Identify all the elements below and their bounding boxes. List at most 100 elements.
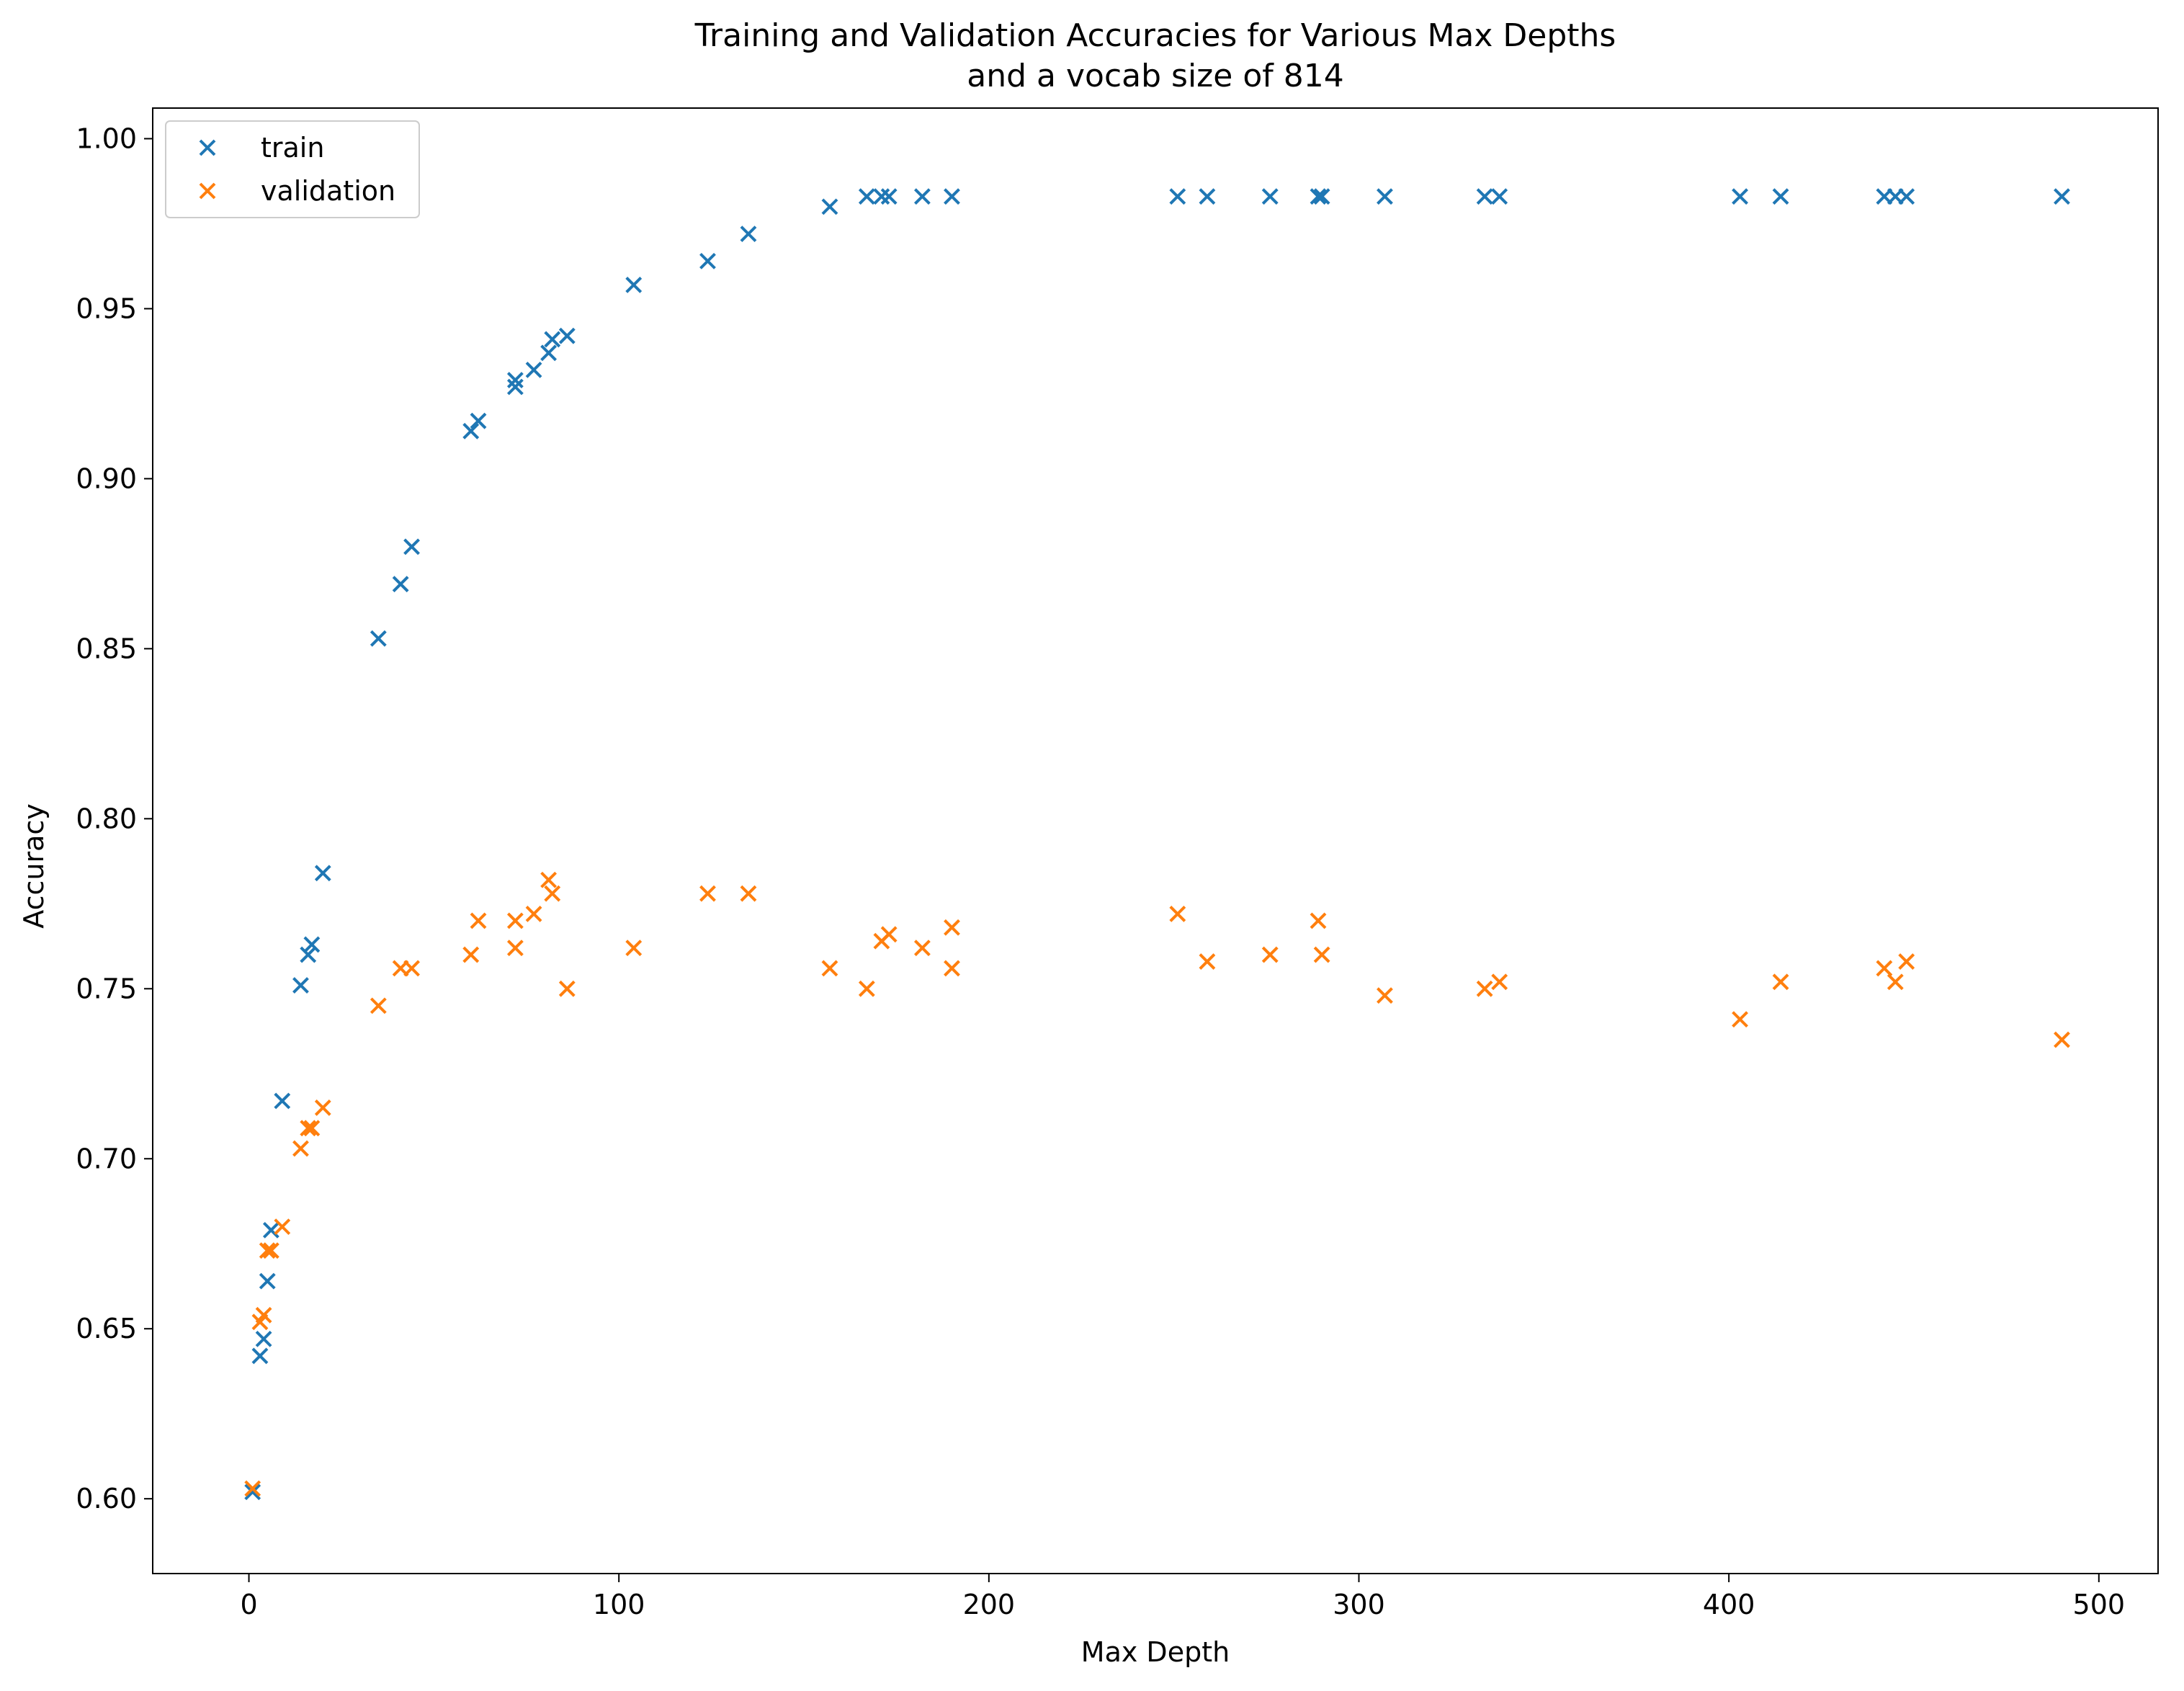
validation-point [880, 926, 898, 943]
train-point [370, 630, 387, 647]
validation-point [525, 906, 542, 922]
train-point [913, 188, 931, 205]
y-tick-label: 0.65 [76, 1313, 137, 1344]
validation-point [558, 980, 576, 997]
validation-point [1377, 987, 1393, 1004]
legend-frame [165, 120, 420, 218]
y-tick-label: 0.85 [76, 633, 137, 664]
marker-stroke [506, 372, 524, 388]
marker-stroke [699, 252, 716, 269]
marker-stroke [403, 960, 420, 977]
train-point [544, 331, 561, 348]
train-point [1898, 188, 1915, 205]
marker-stroke [740, 885, 757, 902]
train-point [303, 936, 321, 953]
marker-stroke [244, 1483, 261, 1501]
validation-point [1898, 953, 1915, 970]
marker-stroke [544, 331, 561, 348]
train-point [625, 276, 643, 293]
marker-stroke [470, 412, 487, 429]
train-point [251, 1347, 269, 1365]
marker-stroke [1169, 188, 1186, 205]
marker-stroke [2054, 188, 2070, 205]
validation-point [944, 960, 960, 977]
validation-point [1491, 973, 1508, 991]
marker-stroke [462, 422, 480, 440]
validation-point [1310, 912, 1327, 929]
marker-stroke [913, 188, 931, 205]
train-point [462, 422, 480, 440]
train-point [292, 977, 309, 994]
marker-stroke [1772, 973, 1789, 991]
validation-point [2054, 1031, 2070, 1048]
series-validation [244, 871, 2070, 1497]
marker-stroke [370, 997, 387, 1014]
marker-stroke [506, 940, 524, 957]
train-point [392, 576, 409, 593]
legend-label-validation: validation [261, 175, 395, 207]
train-point [255, 1330, 272, 1347]
train-point [1732, 188, 1748, 205]
marker-stroke [303, 936, 321, 953]
axes-frame [152, 107, 2159, 1574]
marker-stroke [913, 940, 931, 957]
validation-point [1313, 946, 1330, 963]
train-point [525, 361, 542, 378]
validation-point [1261, 946, 1279, 963]
marker-stroke [392, 576, 409, 593]
train-point [1476, 188, 1493, 205]
y-tick-label: 0.70 [76, 1143, 137, 1174]
train-point [403, 538, 420, 556]
marker-stroke [944, 919, 960, 936]
marker-stroke [1313, 946, 1330, 963]
validation-point [1476, 980, 1493, 997]
marker-stroke [944, 960, 960, 977]
marker-stroke [314, 865, 331, 882]
marker-stroke [1887, 973, 1904, 991]
y-axis-label: Accuracy [18, 803, 50, 929]
marker-stroke [300, 1120, 317, 1137]
validation-point [462, 946, 480, 963]
validation-point [821, 960, 838, 977]
validation-point [244, 1480, 261, 1497]
train-point [1261, 188, 1279, 205]
marker-stroke [525, 906, 542, 922]
marker-stroke [1377, 188, 1393, 205]
marker-stroke [262, 1242, 279, 1259]
marker-stroke [506, 912, 524, 929]
train-point [880, 188, 898, 205]
validation-point [255, 1306, 272, 1324]
marker-stroke [244, 1480, 261, 1497]
y-tick-label: 0.95 [76, 293, 137, 324]
marker-stroke [199, 139, 216, 156]
marker-stroke [740, 226, 757, 243]
x-axis-label: Max Depth [1081, 1636, 1230, 1668]
validation-point [540, 871, 558, 888]
marker-stroke [1898, 953, 1915, 970]
legend-marker-x [199, 182, 216, 200]
legend-label-train: train [261, 132, 324, 164]
train-point [821, 198, 838, 215]
marker-stroke [303, 1120, 321, 1137]
train-point [699, 252, 716, 269]
validation-point [259, 1242, 276, 1259]
x-tick-label: 0 [240, 1589, 257, 1620]
train-point [1310, 188, 1327, 205]
validation-point [262, 1242, 279, 1259]
marker-stroke [540, 871, 558, 888]
train-point [259, 1272, 276, 1290]
validation-point [1732, 1011, 1748, 1028]
x-tick-label: 400 [1703, 1589, 1755, 1620]
x-tick-label: 300 [1333, 1589, 1385, 1620]
marker-stroke [1898, 188, 1915, 205]
x-tick-label: 200 [963, 1589, 1016, 1620]
marker-stroke [262, 1221, 279, 1239]
marker-stroke [625, 276, 643, 293]
marker-stroke [370, 630, 387, 647]
marker-stroke [1261, 188, 1279, 205]
train-point [540, 344, 558, 362]
validation-point [370, 997, 387, 1014]
marker-stroke [558, 980, 576, 997]
